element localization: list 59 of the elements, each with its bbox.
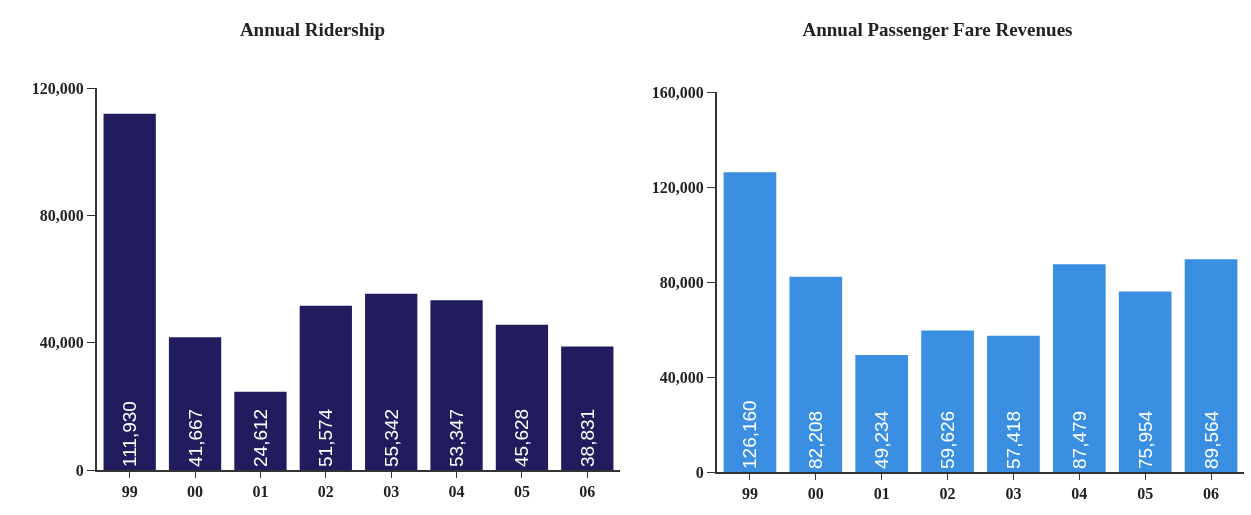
bar (495, 324, 549, 470)
bar (168, 337, 222, 470)
bar (234, 391, 287, 470)
x-tick-label: 01 (873, 485, 890, 503)
data-label: 59,626 (937, 410, 959, 469)
y-tick-label: 120,000 (31, 79, 84, 97)
data-label: 111,930 (119, 401, 141, 467)
x-tick-label: 06 (1203, 485, 1220, 503)
x-tick-label: 00 (187, 483, 204, 501)
bar (561, 346, 614, 470)
y-tick-label: 40,000 (659, 368, 704, 386)
chart-title: Annual Ridership (239, 19, 386, 41)
y-tick-label: 80,000 (659, 273, 704, 291)
bar (103, 113, 156, 470)
data-label: 55,342 (380, 408, 402, 467)
data-label: 75,954 (1134, 410, 1156, 469)
bar (1184, 259, 1238, 472)
bar (855, 355, 909, 472)
y-tick-label: 40,000 (39, 334, 84, 352)
bar (723, 172, 777, 472)
bar (1052, 264, 1106, 472)
data-label: 53,347 (446, 408, 468, 467)
y-tick-label: 80,000 (39, 206, 84, 224)
data-label: 126,160 (739, 400, 761, 469)
bar (430, 300, 483, 470)
x-tick-label: 99 (121, 483, 138, 501)
y-tick-label: 0 (695, 463, 704, 481)
x-tick-label: 00 (807, 485, 824, 503)
x-tick-label: 02 (939, 485, 956, 503)
x-tick-label: 01 (252, 483, 269, 501)
x-tick-label: 06 (579, 483, 596, 501)
x-tick-label: 05 (513, 483, 530, 501)
x-tick-label: 03 (383, 483, 400, 501)
bar (1118, 291, 1172, 472)
data-label: 38,831 (576, 408, 598, 467)
data-label: 57,418 (1002, 410, 1024, 469)
bar (921, 330, 974, 472)
bar (365, 293, 418, 470)
data-label: 87,479 (1068, 410, 1090, 469)
y-tick-label: 160,000 (651, 83, 704, 101)
data-label: 41,667 (184, 408, 206, 467)
x-tick-label: 03 (1005, 485, 1022, 503)
bar (789, 276, 843, 472)
data-label: 49,234 (871, 410, 893, 469)
x-tick-label: 99 (741, 485, 758, 503)
data-label: 89,564 (1200, 410, 1222, 469)
y-tick-label: 120,000 (651, 178, 704, 196)
chart-title: Annual Passenger Fare Revenues (802, 19, 1073, 41)
data-label: 82,208 (805, 410, 827, 469)
y-tick-label: 0 (75, 461, 84, 479)
data-label: 51,574 (315, 408, 337, 467)
x-tick-label: 04 (448, 483, 465, 501)
x-tick-label: 04 (1071, 485, 1088, 503)
bar (299, 305, 352, 470)
x-tick-label: 02 (317, 483, 334, 501)
bar (987, 335, 1040, 472)
data-label: 45,628 (511, 408, 533, 467)
x-tick-label: 05 (1137, 485, 1154, 503)
data-label: 24,612 (249, 408, 271, 467)
